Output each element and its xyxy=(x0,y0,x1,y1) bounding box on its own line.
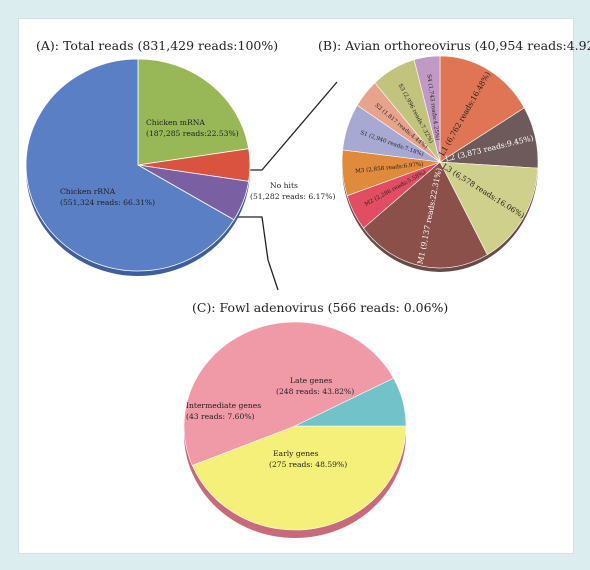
pie-slice-intermediate-genes xyxy=(294,377,407,427)
pie-slice-late-genes xyxy=(191,425,407,531)
pie-slice-chicken-mrna xyxy=(137,58,250,166)
pie-fowl-adenovirus xyxy=(183,321,407,538)
detail-no-hits: (51,282 reads: 6.17%) xyxy=(250,192,335,201)
detail-early-genes: (275 reads: 48.59%) xyxy=(269,460,347,469)
label-late-genes: Late genes xyxy=(290,376,332,385)
pie-slice-l3 xyxy=(439,161,539,256)
pie-slice-chicken-rrna xyxy=(25,58,235,272)
detail-chicken-rrna: (551,324 reads: 66.31%) xyxy=(60,198,155,207)
title-a: (A): Total reads (831,429 reads:100%) xyxy=(36,38,278,53)
pie-slice-early-genes xyxy=(183,321,395,466)
connector-b xyxy=(243,81,338,171)
connector-c xyxy=(238,216,279,291)
label-intermediate-genes: Intermediate genes xyxy=(186,401,261,410)
title-b: (B): Avian orthoreovirus (40,954 reads:4… xyxy=(318,38,590,53)
label-chicken-mrna: Chicken mRNA xyxy=(146,118,205,127)
pie-slice-l1 xyxy=(439,55,525,163)
label-chicken-rrna: Chicken rRNA xyxy=(60,187,116,196)
label-no-hits: No hits xyxy=(270,181,298,190)
pie-total-reads xyxy=(25,58,251,276)
title-c: (C): Fowl adenovirus (566 reads: 0.06%) xyxy=(192,300,448,315)
label-early-genes: Early genes xyxy=(273,449,319,458)
pie-slice-s4 xyxy=(413,55,441,163)
pie-slice-m1 xyxy=(363,161,488,269)
detail-late-genes: (248 reads: 43.82%) xyxy=(276,387,354,396)
detail-intermediate-genes: (43 reads: 7.60%) xyxy=(186,412,255,421)
pie-avian-orthoreovirus xyxy=(341,55,539,272)
detail-chicken-mrna: (187,285 reads:22.53%) xyxy=(146,129,239,138)
